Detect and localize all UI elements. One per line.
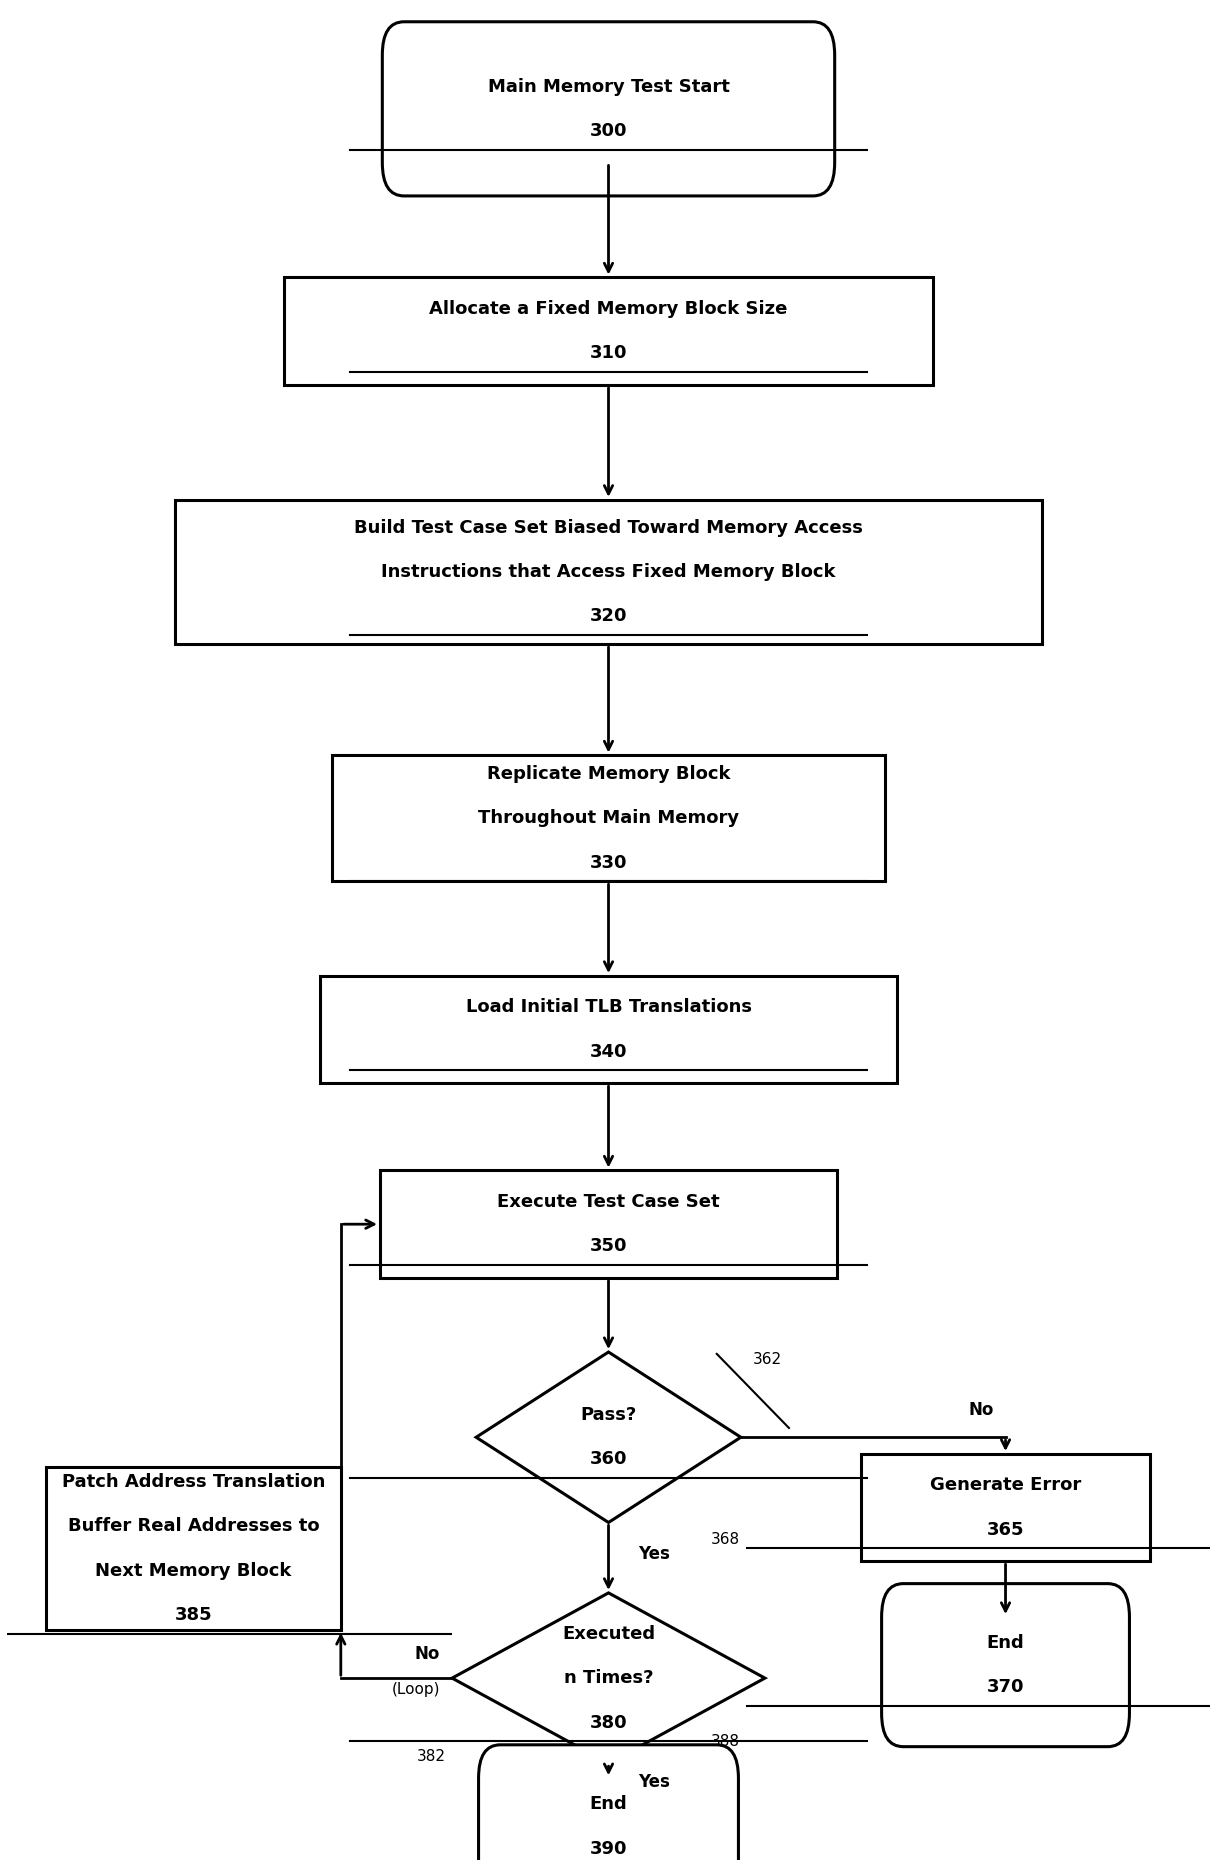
FancyBboxPatch shape — [478, 1746, 739, 1867]
Text: 365: 365 — [987, 1522, 1025, 1538]
Bar — [332, 756, 885, 881]
Text: 370: 370 — [987, 1678, 1025, 1697]
Text: 368: 368 — [711, 1531, 740, 1546]
Text: 310: 310 — [590, 344, 627, 362]
Text: Allocate a Fixed Memory Block Size: Allocate a Fixed Memory Block Size — [430, 301, 787, 317]
Polygon shape — [452, 1593, 765, 1762]
Text: Replicate Memory Block: Replicate Memory Block — [487, 765, 730, 782]
Text: Yes: Yes — [639, 1544, 671, 1563]
Bar — [320, 976, 897, 1083]
Text: 382: 382 — [417, 1749, 447, 1764]
Text: 362: 362 — [753, 1352, 783, 1367]
Text: 390: 390 — [590, 1839, 627, 1858]
Text: Buffer Real Addresses to: Buffer Real Addresses to — [68, 1518, 319, 1535]
Text: 300: 300 — [590, 121, 627, 140]
Text: Generate Error: Generate Error — [930, 1477, 1081, 1494]
Bar — [46, 1467, 341, 1630]
FancyBboxPatch shape — [382, 22, 835, 196]
Text: Instructions that Access Fixed Memory Block: Instructions that Access Fixed Memory Bl… — [381, 564, 836, 581]
Text: No: No — [415, 1645, 441, 1663]
Text: End: End — [589, 1794, 628, 1813]
Text: End: End — [987, 1634, 1025, 1652]
Text: 380: 380 — [590, 1714, 627, 1731]
Text: Executed: Executed — [562, 1624, 655, 1643]
FancyBboxPatch shape — [881, 1583, 1129, 1748]
Polygon shape — [476, 1352, 741, 1522]
Text: 385: 385 — [174, 1606, 212, 1624]
Text: Throughout Main Memory: Throughout Main Memory — [478, 810, 739, 827]
Text: Execute Test Case Set: Execute Test Case Set — [498, 1193, 719, 1212]
Text: 330: 330 — [590, 853, 627, 872]
Bar — [862, 1454, 1150, 1561]
Text: Build Test Case Set Biased Toward Memory Access: Build Test Case Set Biased Toward Memory… — [354, 519, 863, 536]
Text: Main Memory Test Start: Main Memory Test Start — [488, 78, 729, 95]
Text: 340: 340 — [590, 1044, 627, 1060]
Text: 388: 388 — [711, 1734, 740, 1749]
Text: (Loop): (Loop) — [392, 1682, 441, 1697]
Text: Next Memory Block: Next Memory Block — [95, 1561, 292, 1579]
Text: Patch Address Translation: Patch Address Translation — [62, 1473, 325, 1490]
Text: 350: 350 — [590, 1238, 627, 1255]
Bar — [284, 278, 933, 385]
Bar — [380, 1171, 837, 1277]
Text: 360: 360 — [590, 1451, 627, 1469]
Text: No: No — [968, 1400, 993, 1419]
Text: Yes: Yes — [639, 1772, 671, 1790]
Text: n Times?: n Times? — [563, 1669, 654, 1688]
Bar — [175, 500, 1042, 644]
Text: Load Initial TLB Translations: Load Initial TLB Translations — [465, 999, 752, 1016]
Text: Pass?: Pass? — [581, 1406, 636, 1425]
Text: 320: 320 — [590, 607, 627, 625]
